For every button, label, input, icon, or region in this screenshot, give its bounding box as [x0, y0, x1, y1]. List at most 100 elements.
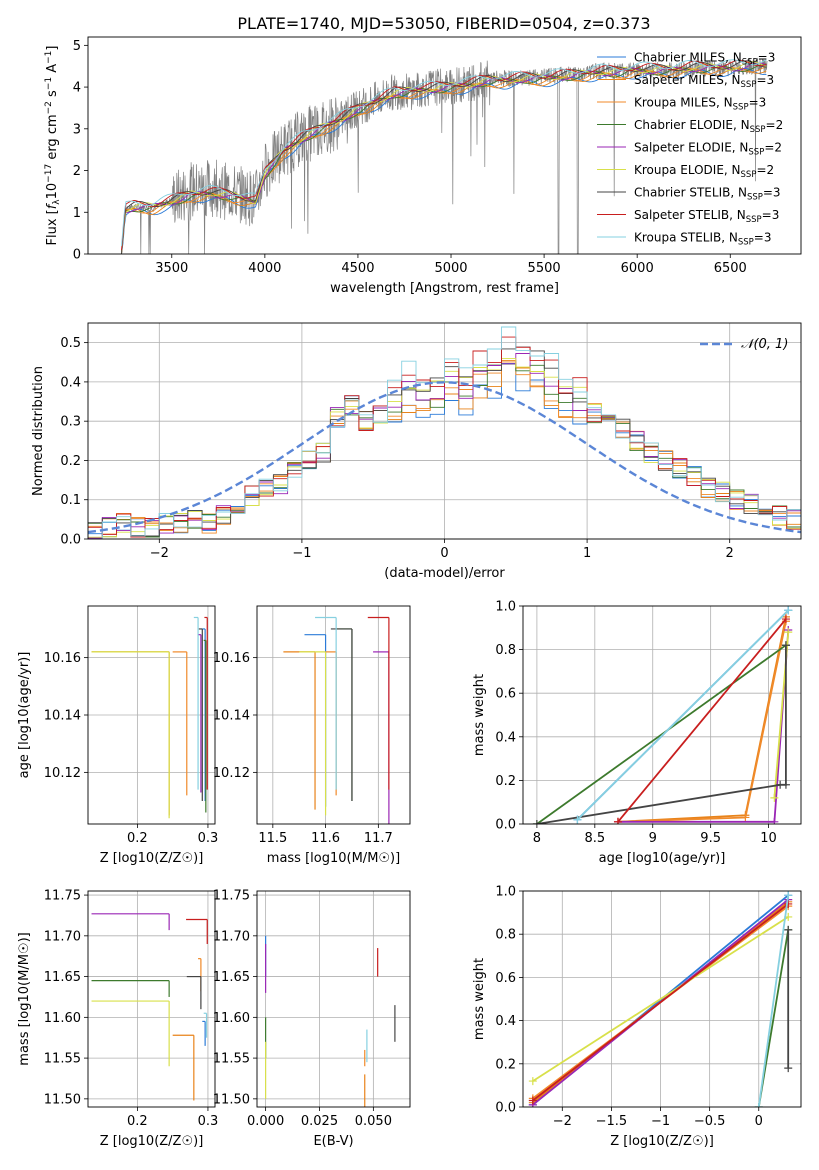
x-tick-label: 11.5	[258, 831, 287, 846]
error-bar-point	[91, 651, 170, 816]
x-tick-label: 8	[533, 831, 541, 846]
axes-frame	[256, 605, 411, 825]
x-tick-label: 9	[649, 831, 657, 846]
y-tick-label: 4	[73, 81, 81, 96]
axes-frame	[522, 890, 802, 1108]
y-tick-label: 0.0	[60, 533, 81, 548]
error-bar-point	[91, 913, 170, 931]
error-bar-point	[330, 628, 353, 802]
y-tick-label: 0.4	[495, 730, 516, 745]
y-tick-label: 11.50	[213, 1092, 250, 1107]
error-bar-point	[186, 918, 208, 944]
error-bar-point	[193, 616, 199, 790]
legend-label: Salpeter STELIB, NSSP=3	[634, 208, 779, 225]
y-tick-label: 2	[73, 164, 81, 179]
normal-legend-label: 𝒩(0, 1)	[741, 337, 788, 352]
x-tick-label: 0.3	[198, 1114, 219, 1129]
x-axis-label: (data-model)/error	[384, 566, 505, 581]
error-bar-point	[203, 639, 207, 813]
x-tick-label: 11.6	[311, 831, 340, 846]
y-tick-label: 0.5	[60, 336, 81, 351]
residual-histogram	[88, 326, 801, 539]
x-tick-label: 0.050	[355, 1114, 392, 1129]
x-tick-label: −2	[150, 546, 169, 561]
x-axis-label: wavelength [Angstrom, rest frame]	[330, 281, 559, 296]
x-tick-label: 0	[755, 1114, 763, 1129]
error-bar-point	[204, 616, 208, 790]
mass-weight-marker	[532, 820, 541, 824]
x-tick-label: −1	[292, 546, 311, 561]
x-tick-label: −1.5	[596, 1114, 628, 1129]
mass-weight-line	[617, 618, 787, 823]
axes-frame	[87, 36, 802, 255]
x-tick-label: 2	[726, 546, 734, 561]
x-axis-label: Z [log10(Z/Z☉)]	[100, 851, 204, 866]
mass-weight-line	[576, 609, 789, 821]
y-tick-label: 0.2	[60, 454, 81, 469]
x-tick-label: 0.025	[301, 1114, 338, 1129]
x-tick-label: 0.000	[247, 1114, 284, 1129]
error-bar-point	[367, 616, 390, 790]
y-tick-label: 11.55	[44, 1052, 81, 1067]
y-tick-label: 11.75	[213, 889, 250, 904]
y-tick-label: 1.0	[495, 600, 516, 615]
legend-label: Kroupa ELODIE, NSSP=2	[634, 163, 774, 180]
plot-area	[91, 616, 208, 819]
mass-weight-line	[536, 644, 787, 824]
plot-area	[91, 913, 208, 1101]
x-tick-label: 9.5	[700, 831, 721, 846]
error-bar-point	[198, 628, 203, 802]
plot-area	[532, 606, 793, 824]
y-tick-label: 11.50	[44, 1092, 81, 1107]
y-tick-label: 0.8	[495, 928, 516, 943]
y-axis-label: Flux [fλ10−17 erg cm−2 s−1 A−1]	[44, 46, 62, 246]
panel-mass-vs-Z: 0.2 0.3 11.50 11.55 11.60 11.65 11.70 11.75 Z [l…	[17, 889, 218, 1149]
error-bar-point	[172, 1034, 195, 1101]
model-spectrum-line	[121, 59, 767, 251]
model-spectrum-line	[121, 62, 767, 254]
error-bar-point	[202, 1020, 206, 1046]
mass-weight-marker	[613, 817, 622, 824]
y-tick-label: 1	[73, 206, 81, 221]
y-tick-label: 10.16	[213, 651, 250, 666]
spectrum-legend: Chabrier MILES, NSSP=3 Salpeter MILES, NS…	[597, 51, 783, 248]
panel-residuals: −2 −1 0 1 2 0.0 0.1 0.2 0.3 0.4 0.5 (data-model)/er…	[31, 322, 802, 581]
observed-spectrum	[121, 57, 768, 254]
figure-title: PLATE=1740, MJD=53050, FIBERID=0504, z=0…	[237, 14, 650, 33]
mass-weight-marker	[754, 1103, 763, 1107]
legend-label: Kroupa MILES, NSSP=3	[634, 96, 766, 113]
y-axis-label: mass [log10(M/M☉)]	[17, 932, 32, 1065]
y-tick-label: 0.6	[495, 687, 516, 702]
x-tick-label: 6500	[714, 261, 747, 276]
panel-weight-vs-Z: −2 −1.5 −1 −0.5 0 0.0 0.2 0.4 0.6 0.8 1.0 Z [log10(…	[472, 885, 802, 1149]
plot-area	[121, 57, 768, 254]
plot-area	[528, 891, 793, 1107]
x-axis-label: mass [log10(M/M☉)]	[267, 851, 400, 866]
error-bar-point	[373, 651, 390, 824]
model-spectrum-line	[121, 63, 767, 253]
axes-frame	[87, 322, 802, 540]
y-tick-label: 0.3	[60, 415, 81, 430]
legend-label: Salpeter MILES, NSSP=3	[634, 73, 774, 90]
x-tick-label: 6000	[621, 261, 654, 276]
legend-label: Salpeter ELODIE, NSSP=2	[634, 141, 782, 158]
panel-mass-vs-ebv: 0.000 0.025 0.050 11.50 11.55 11.60 11.65 11.70…	[213, 889, 411, 1149]
y-tick-label: 0.4	[495, 1014, 516, 1029]
mass-weight-line	[757, 895, 790, 1107]
error-bar-point	[172, 651, 188, 796]
x-axis-label: E(B-V)	[313, 1134, 353, 1149]
x-tick-label: 4500	[341, 261, 374, 276]
plot-area	[88, 326, 801, 539]
error-bar-point	[186, 975, 202, 1010]
mass-weight-marker	[528, 1096, 537, 1105]
y-tick-label: 1.0	[495, 885, 516, 900]
legend-label: Kroupa STELIB, NSSP=3	[634, 231, 772, 248]
y-tick-label: 11.70	[44, 929, 81, 944]
error-bar-point	[299, 651, 327, 816]
y-tick-label: 0.1	[60, 493, 81, 508]
x-tick-label: 0.3	[198, 831, 219, 846]
y-tick-label: 10.14	[44, 709, 81, 724]
error-bar-point	[203, 1012, 208, 1038]
error-bar-point	[315, 616, 337, 790]
